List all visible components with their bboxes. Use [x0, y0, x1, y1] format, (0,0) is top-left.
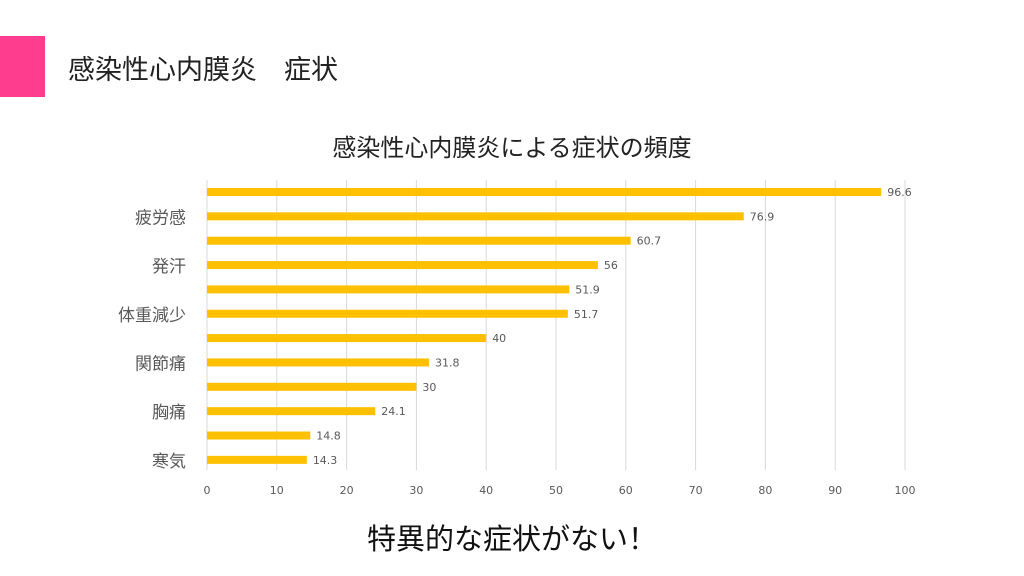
data-label: 14.8: [316, 430, 341, 443]
bar: [207, 334, 487, 343]
bar: [207, 455, 307, 464]
data-label: 51.9: [575, 283, 600, 296]
data-label: 51.7: [574, 308, 599, 321]
x-tick-label: 100: [895, 484, 916, 497]
bar: [207, 358, 429, 367]
y-category-label: 疲労感: [135, 208, 186, 228]
data-label: 60.7: [637, 235, 662, 248]
data-label: 40: [492, 332, 506, 345]
x-tick-label: 90: [828, 484, 842, 497]
bar: [207, 407, 376, 416]
x-tick-label: 80: [758, 484, 772, 497]
x-tick-label: 0: [204, 484, 211, 497]
data-label: 96.6: [887, 186, 912, 199]
bar: [207, 261, 598, 270]
x-tick-label: 20: [340, 484, 354, 497]
y-category-label: 寒気: [152, 452, 186, 472]
x-tick-label: 30: [409, 484, 423, 497]
bar: [207, 285, 570, 294]
bar: [207, 309, 568, 318]
bar: [207, 236, 631, 245]
x-tick-label: 50: [549, 484, 563, 497]
x-tick-label: 60: [619, 484, 633, 497]
x-tick-label: 70: [689, 484, 703, 497]
chart-title: 感染性心内膜炎による症状の頻度: [332, 134, 692, 162]
bar: [207, 382, 417, 391]
y-category-label: 発汗: [152, 257, 186, 277]
data-label: 14.3: [313, 454, 338, 467]
data-label: 31.8: [435, 356, 460, 369]
bar: [207, 212, 744, 221]
x-tick-label: 40: [479, 484, 493, 497]
data-label: 30: [422, 381, 436, 394]
data-label: 24.1: [381, 405, 406, 418]
y-category-label: 体重減少: [118, 306, 186, 326]
bar: [207, 188, 882, 196]
bar: [207, 431, 311, 440]
footer-message: 特異的な症状がない！: [366, 522, 657, 556]
y-category-label: 関節痛: [135, 354, 186, 374]
slide-title: 感染性心内膜炎 症状: [68, 55, 338, 86]
data-label: 56: [604, 259, 618, 272]
title-accent-bar: [0, 36, 45, 97]
x-tick-label: 10: [270, 484, 284, 497]
data-label: 76.9: [750, 210, 775, 223]
y-category-label: 胸痛: [152, 403, 186, 423]
